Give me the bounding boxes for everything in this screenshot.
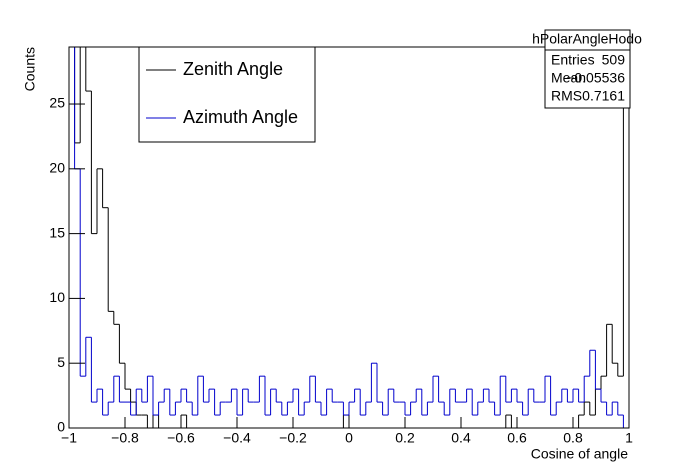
x-tick-label: 0.8 <box>563 430 583 446</box>
legend-label: Azimuth Angle <box>183 107 298 127</box>
y-tick-label: 25 <box>49 95 65 111</box>
x-tick-label: 0.6 <box>507 430 527 446</box>
stats-value: 0.7161 <box>582 88 625 104</box>
stats-label: Entries <box>551 52 595 68</box>
stats-label: RMS <box>551 88 582 104</box>
x-tick-label: 0.2 <box>395 430 415 446</box>
y-tick-label: 10 <box>49 289 65 305</box>
legend-box <box>138 46 316 143</box>
x-tick-label: 1 <box>625 430 633 446</box>
y-tick-label: 0 <box>57 419 65 435</box>
x-tick-label: −0.6 <box>167 430 195 446</box>
y-tick-label: 5 <box>57 354 65 370</box>
x-tick-label: 0.4 <box>451 430 471 446</box>
x-tick-label: 0 <box>345 430 353 446</box>
plot-area <box>69 47 629 428</box>
stats-label: Mean <box>551 70 586 86</box>
x-tick-label: −1 <box>61 430 77 446</box>
y-tick-label: 15 <box>49 224 65 240</box>
stats-title: hPolarAngleHodo <box>532 31 642 47</box>
x-tick-label: −0.8 <box>111 430 139 446</box>
stats-frame <box>544 29 631 109</box>
stats-box: hPolarAngleHodo Entries 509 Mean −0.0553… <box>532 29 642 109</box>
y-axis-title: Counts <box>22 47 38 91</box>
y-tick-label: 20 <box>49 160 65 176</box>
stats-value: 509 <box>602 52 626 68</box>
x-tick-label: −0.2 <box>279 430 307 446</box>
legend: Zenith Angle Azimuth Angle <box>138 46 316 143</box>
stats-value: −0.05536 <box>566 70 625 86</box>
x-axis-title: Cosine of angle <box>531 446 629 462</box>
legend-label: Zenith Angle <box>183 59 283 79</box>
x-tick-label: −0.4 <box>223 430 251 446</box>
